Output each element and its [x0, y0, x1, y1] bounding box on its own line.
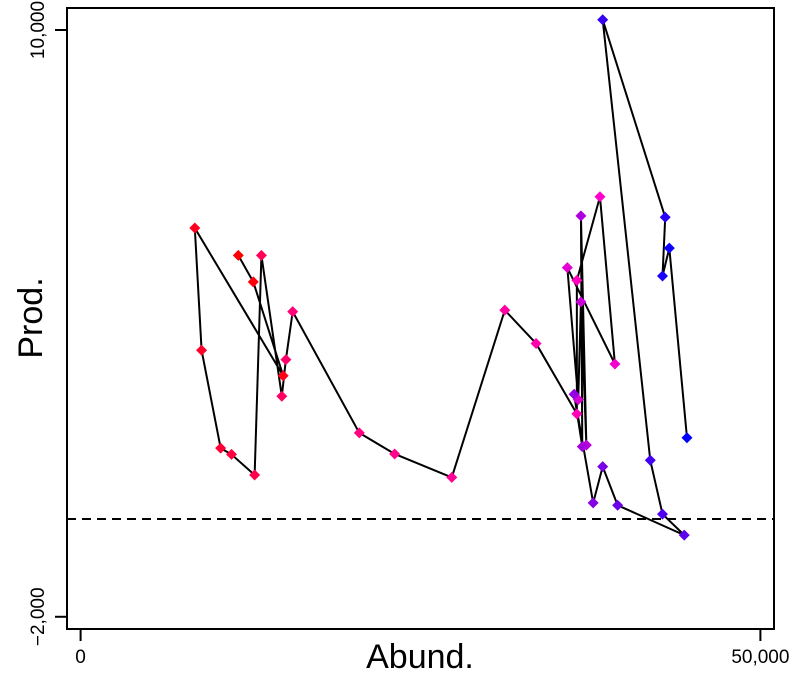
- series-line: [195, 20, 687, 535]
- data-point: [645, 455, 656, 466]
- y-tick-label: 10,000: [28, 1, 49, 59]
- data-point: [681, 432, 692, 443]
- data-point: [594, 191, 605, 202]
- data-point: [446, 472, 457, 483]
- data-point: [660, 212, 671, 223]
- x-axis-title: Abund.: [366, 638, 474, 673]
- data-point: [248, 276, 259, 287]
- data-point: [571, 408, 582, 419]
- x-tick-label: 50,000: [731, 647, 789, 668]
- y-axis-title: Prod.: [12, 277, 50, 358]
- x-tick-label: 0: [75, 647, 86, 668]
- data-point: [588, 497, 599, 508]
- y-tick-label: −2,000: [28, 587, 49, 646]
- data-point: [354, 427, 365, 438]
- data-point: [276, 391, 287, 402]
- data-point: [215, 443, 226, 454]
- series-line-layer: [195, 20, 687, 535]
- data-point: [189, 223, 200, 234]
- data-point: [597, 461, 608, 472]
- data-point: [664, 243, 675, 254]
- data-point: [389, 448, 400, 459]
- data-point: [612, 500, 623, 511]
- data-point: [233, 250, 244, 261]
- data-point: [287, 306, 298, 317]
- tick-layer: 0 50,000 −2,000 10,000: [28, 1, 789, 668]
- data-point: [657, 270, 668, 281]
- data-point: [562, 262, 573, 273]
- data-point: [597, 14, 608, 25]
- data-point: [609, 358, 620, 369]
- data-point: [280, 354, 291, 365]
- plot-frame: [67, 8, 774, 629]
- data-point: [256, 250, 267, 261]
- data-point: [196, 345, 207, 356]
- data-point: [575, 210, 586, 221]
- axis-layer: [67, 31, 753, 629]
